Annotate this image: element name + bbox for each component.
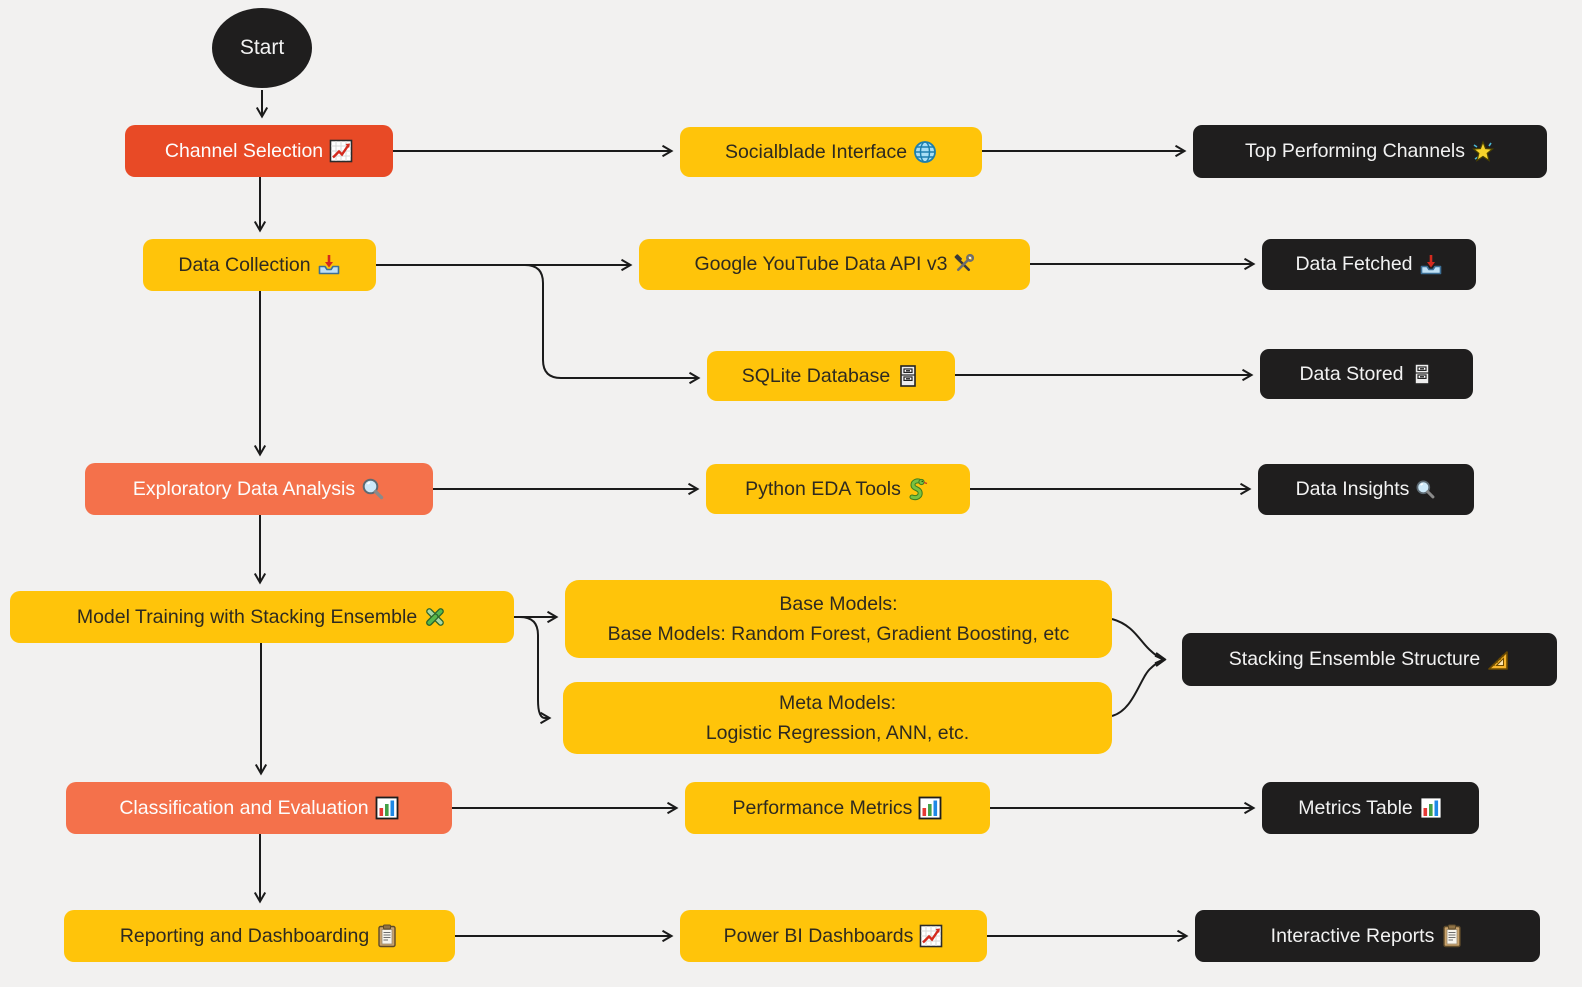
magnifying-glass-icon [361, 477, 385, 501]
node-stacking-ensemble-structure: Stacking Ensemble Structure [1182, 633, 1557, 686]
node-label-line1: Base Models: [779, 592, 898, 615]
inbox-tray-icon [1419, 253, 1443, 277]
node-power-bi-dashboards: Power BI Dashboards [680, 910, 987, 962]
node-data-insights: Data Insights [1258, 464, 1474, 515]
glowing-star-icon [1471, 140, 1495, 164]
file-cabinet-icon [896, 364, 920, 388]
node-data-stored: Data Stored [1260, 349, 1473, 399]
node-channel-selection: Channel Selection [125, 125, 393, 177]
magnifying-glass-icon [1415, 479, 1436, 500]
snake-icon [907, 477, 931, 501]
node-label: Socialblade Interface [724, 140, 908, 163]
node-classification-and-evaluation: Classification and Evaluation [66, 782, 452, 834]
node-data-fetched: Data Fetched [1262, 239, 1476, 290]
node-data-collection: Data Collection [143, 239, 376, 291]
file-cabinet-icon [1410, 362, 1434, 386]
node-label-line2: Base Models: Random Forest, Gradient Boo… [607, 622, 1070, 645]
node-label: Power BI Dashboards [723, 924, 914, 947]
node-google-youtube-data-api: Google YouTube Data API v3 [639, 239, 1030, 290]
node-metrics-table: Metrics Table [1262, 782, 1479, 834]
node-start: Start [212, 8, 312, 88]
edge-model-training-to-meta-models [514, 616, 552, 725]
node-label: Data Fetched [1295, 253, 1413, 275]
node-label: Channel Selection [164, 139, 324, 162]
node-meta-models: Meta Models: Logistic Regression, ANN, e… [563, 682, 1112, 754]
node-label: Stacking Ensemble Structure [1228, 648, 1481, 670]
node-label-line2: Logistic Regression, ANN, etc. [705, 721, 970, 744]
node-label: Exploratory Data Analysis [132, 477, 356, 500]
chart-increasing-icon [919, 924, 943, 948]
clipboard-icon [1440, 924, 1464, 948]
node-python-eda-tools: Python EDA Tools [706, 464, 970, 514]
node-performance-metrics: Performance Metrics [685, 782, 990, 834]
node-interactive-reports: Interactive Reports [1195, 910, 1540, 962]
node-model-training: Model Training with Stacking Ensemble [10, 591, 514, 643]
node-exploratory-data-analysis: Exploratory Data Analysis [85, 463, 433, 515]
globe-icon [913, 140, 937, 164]
node-label: Data Stored [1299, 362, 1404, 385]
node-label: Top Performing Channels [1244, 140, 1466, 162]
node-label: Reporting and Dashboarding [119, 924, 370, 947]
node-socialblade-interface: Socialblade Interface [680, 127, 982, 177]
node-label: Metrics Table [1298, 796, 1413, 819]
edge-meta-models-to-stacking [1111, 654, 1167, 717]
node-label: Google YouTube Data API v3 [694, 253, 948, 275]
node-label: Data Insights [1295, 478, 1410, 500]
node-base-models: Base Models: Base Models: Random Forest,… [565, 580, 1112, 658]
hammer-and-wrench-icon [953, 254, 974, 275]
node-label: Python EDA Tools [745, 477, 901, 500]
node-label-line1: Meta Models: [778, 691, 897, 714]
clipboard-icon [375, 924, 399, 948]
node-label: Classification and Evaluation [119, 796, 369, 819]
bar-chart-icon [375, 796, 399, 820]
node-reporting-and-dashboarding: Reporting and Dashboarding [64, 910, 455, 962]
node-label: Data Collection [178, 253, 311, 276]
node-label: Interactive Reports [1270, 924, 1435, 947]
node-label: Model Training with Stacking Ensemble [76, 605, 418, 628]
node-label: SQLite Database [741, 364, 891, 387]
edge-base-models-to-stacking [1111, 618, 1167, 665]
puzzle-piece-icon [423, 605, 447, 629]
node-sqlite-database: SQLite Database [707, 351, 955, 401]
bar-chart-icon [1419, 796, 1443, 820]
node-label: Performance Metrics [732, 796, 913, 819]
chart-increasing-icon [329, 139, 353, 163]
triangular-ruler-icon [1486, 648, 1510, 672]
node-label: Start [239, 36, 285, 59]
node-top-performing-channels: Top Performing Channels [1193, 125, 1547, 178]
inbox-tray-icon [317, 253, 341, 277]
bar-chart-icon [918, 796, 942, 820]
